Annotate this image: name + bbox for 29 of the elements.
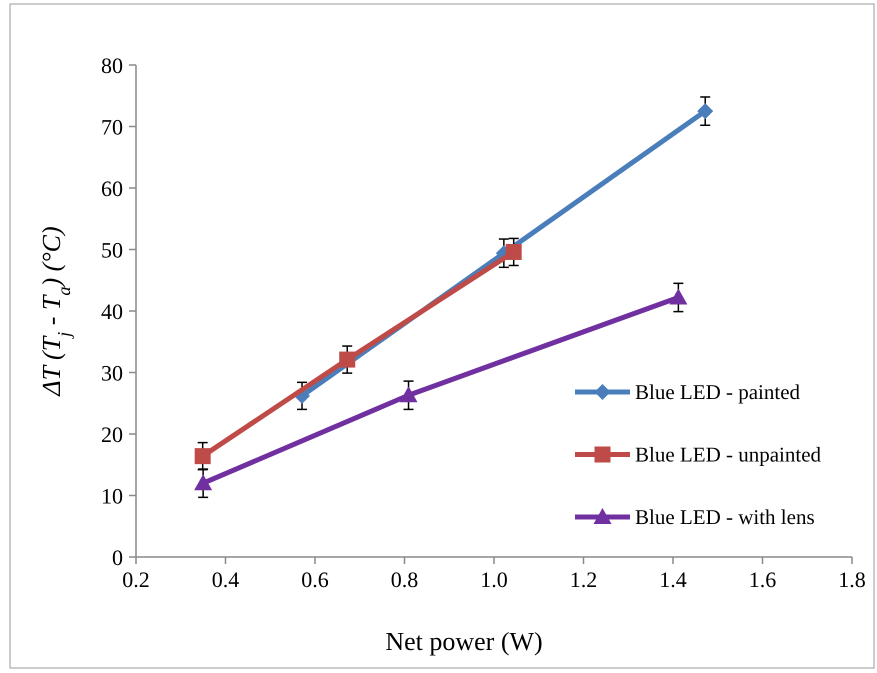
y-tick-label: 70 bbox=[101, 114, 123, 140]
y-tick-label: 60 bbox=[101, 176, 123, 201]
x-axis-title: Net power (W) bbox=[385, 627, 543, 656]
legend-label: Blue LED - painted bbox=[635, 380, 801, 404]
y-tick-label: 40 bbox=[101, 299, 123, 324]
x-tick-label: 0.2 bbox=[122, 567, 150, 592]
y-tick-label: 10 bbox=[101, 484, 123, 508]
x-tick-label: 0.8 bbox=[390, 567, 418, 592]
x-tick-label: 1.2 bbox=[570, 567, 598, 592]
point bbox=[400, 386, 418, 402]
point bbox=[506, 244, 522, 260]
point bbox=[669, 288, 688, 304]
x-tick-label: 1.4 bbox=[659, 567, 687, 592]
x-tick-label: 1.8 bbox=[838, 567, 866, 592]
y-tick-label: 80 bbox=[101, 53, 123, 78]
x-tick-label: 1.0 bbox=[480, 567, 508, 592]
y-tick-label: 20 bbox=[101, 422, 123, 447]
x-tick-label: 1.6 bbox=[748, 567, 776, 592]
y-tick-label: 50 bbox=[101, 238, 123, 262]
y-tick-label: 0 bbox=[112, 545, 123, 570]
point bbox=[339, 352, 356, 368]
y-tick-label: 30 bbox=[101, 360, 123, 386]
x-tick-label: 0.6 bbox=[301, 567, 329, 592]
legend-label: Blue LED - with lens bbox=[635, 505, 815, 529]
point bbox=[194, 448, 211, 464]
legend-label: Blue LED - unpainted bbox=[635, 442, 822, 466]
point bbox=[194, 474, 212, 490]
point bbox=[697, 103, 714, 120]
x-tick-label: 0.4 bbox=[212, 567, 240, 592]
